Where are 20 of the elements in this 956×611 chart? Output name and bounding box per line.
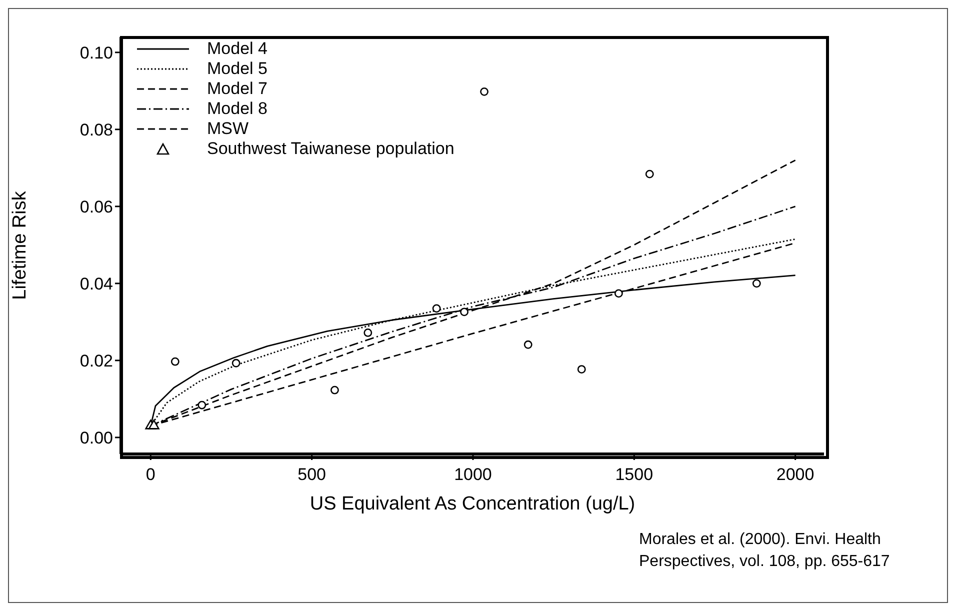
y-tick-label: 0.08 <box>80 120 113 140</box>
x-tick-label: 500 <box>298 465 326 484</box>
legend-label: Model 5 <box>207 59 268 79</box>
x-tick-label: 0 <box>146 465 156 484</box>
y-tick-label: 0.10 <box>80 43 113 62</box>
legend-label: Southwest Taiwanese population <box>207 139 454 159</box>
legend-label: Model 7 <box>207 79 268 99</box>
y-tick-label: 0.06 <box>80 197 113 216</box>
x-axis-title: US Equivalent As Concentration (ug/L) <box>310 493 636 514</box>
y-tick-label: 0.04 <box>80 274 113 294</box>
y-axis-title: Lifetime Risk <box>10 190 31 300</box>
legend-label: Model 8 <box>207 99 268 119</box>
x-tick-label: 2000 <box>776 465 814 484</box>
x-tick-label: 1500 <box>615 465 654 484</box>
legend-label: MSW <box>207 119 249 139</box>
x-tick-label: 1000 <box>454 465 492 484</box>
legend-label: Model 4 <box>207 39 268 59</box>
y-tick-label: 0.00 <box>80 428 113 448</box>
text: Morales et al. (2000). Envi. Health Perspectives, vol. 108, pp. 655-617 <box>639 530 891 572</box>
y-tick-label: 0.02 <box>80 351 113 370</box>
